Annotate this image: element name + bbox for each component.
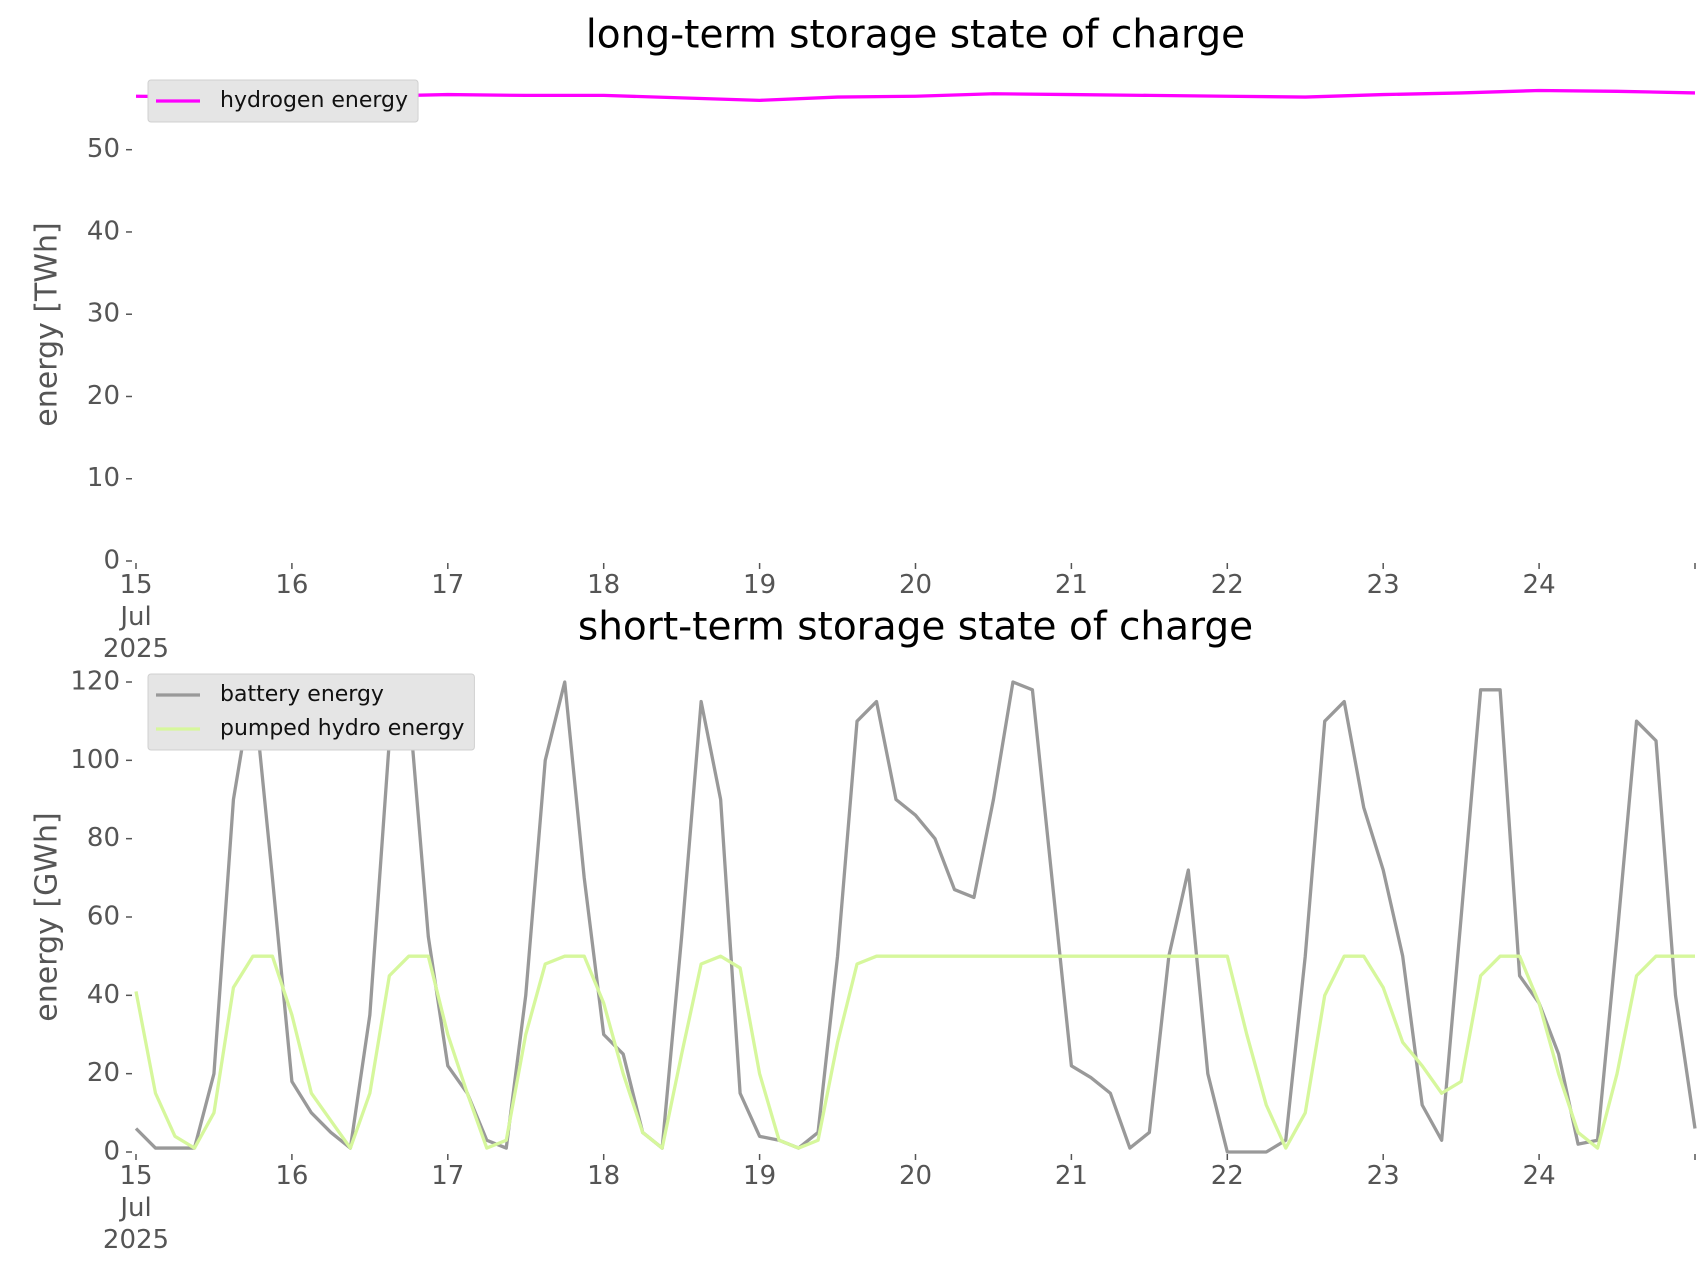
x-tick-label: 19 — [743, 570, 777, 600]
y-tick-label: 30 — [87, 299, 120, 329]
legend-box — [147, 79, 419, 123]
y-tick-label: 40 — [87, 216, 120, 246]
y-tick-label: 20 — [87, 381, 120, 411]
legend-label: pumped hydro energy — [220, 716, 464, 741]
x-tick-label: 17 — [431, 1161, 465, 1191]
x-tick-label: 21 — [1054, 570, 1088, 600]
y-tick-label: 50 — [87, 134, 120, 164]
x-tick-label: 18 — [587, 1161, 621, 1191]
y-tick-label: 120 — [70, 667, 120, 697]
chart-title: short-term storage state of charge — [578, 605, 1253, 650]
y-tick-label: 0 — [103, 1137, 120, 1167]
x-tick-label: 16 — [275, 570, 309, 600]
y-tick-label: 20 — [87, 1058, 120, 1088]
x-tick-label: 24 — [1522, 570, 1556, 600]
legend-label: hydrogen energy — [220, 88, 408, 113]
y-axis-label: energy [GWh] — [30, 812, 65, 1021]
y-axis-label: energy [TWh] — [30, 222, 65, 426]
y-tick-label: 0 — [103, 546, 120, 576]
y-tick-label: 100 — [70, 745, 120, 775]
x-tick-label: 23 — [1366, 570, 1400, 600]
x-tick-label: 16 — [275, 1161, 309, 1191]
x-tick-label: 23 — [1366, 1161, 1400, 1191]
x-tick-label: 22 — [1210, 570, 1244, 600]
x-tick-label: 22 — [1210, 1161, 1244, 1191]
line-series — [134, 954, 1695, 1150]
legend-label: battery energy — [220, 682, 384, 707]
x-tick-label: 18 — [587, 570, 621, 600]
y-tick-label: 80 — [87, 823, 120, 853]
y-tick-label: 10 — [87, 463, 120, 493]
x-tick-label: 20 — [898, 570, 933, 600]
x-tick-label: 24 — [1522, 1161, 1556, 1191]
chart-title: long-term storage state of charge — [586, 13, 1245, 58]
y-tick-label: 60 — [87, 902, 120, 932]
legend-box — [147, 673, 475, 751]
y-tick-label: 40 — [87, 980, 120, 1010]
x-tick-label: 21 — [1054, 1161, 1088, 1191]
x-tick-label: 20 — [898, 1161, 933, 1191]
x-tick-label: 15 Jul 2025 — [102, 570, 170, 664]
x-tick-label: 15 Jul 2025 — [102, 1161, 170, 1255]
x-tick-label: 17 — [431, 570, 465, 600]
x-tick-label: 19 — [743, 1161, 777, 1191]
